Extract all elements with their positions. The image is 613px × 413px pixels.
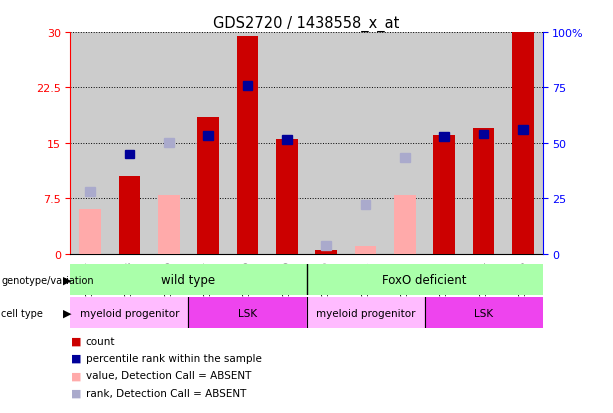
- Bar: [512, 33, 534, 254]
- Bar: [464, 33, 503, 254]
- Text: ▶: ▶: [63, 308, 72, 318]
- Bar: [85, 188, 95, 197]
- Bar: [228, 33, 267, 254]
- Bar: [237, 37, 258, 254]
- Bar: [243, 82, 253, 90]
- Bar: [70, 297, 189, 328]
- Title: GDS2720 / 1438558_x_at: GDS2720 / 1438558_x_at: [213, 16, 400, 32]
- Bar: [110, 33, 149, 254]
- Text: FoxO deficient: FoxO deficient: [383, 273, 466, 286]
- Text: ■: ■: [70, 370, 81, 380]
- Bar: [394, 195, 416, 254]
- Bar: [479, 130, 489, 139]
- Bar: [276, 140, 298, 254]
- Text: value, Detection Call = ABSENT: value, Detection Call = ABSENT: [86, 370, 251, 380]
- Text: genotype/variation: genotype/variation: [1, 275, 94, 285]
- Bar: [315, 250, 337, 254]
- Bar: [267, 33, 306, 254]
- Text: percentile rank within the sample: percentile rank within the sample: [86, 353, 262, 363]
- Bar: [70, 33, 110, 254]
- Bar: [149, 33, 189, 254]
- Text: cell type: cell type: [1, 308, 43, 318]
- Bar: [124, 150, 134, 159]
- Text: rank, Detection Call = ABSENT: rank, Detection Call = ABSENT: [86, 388, 246, 398]
- Bar: [400, 154, 409, 162]
- Bar: [360, 201, 370, 210]
- Bar: [189, 33, 228, 254]
- Bar: [79, 210, 101, 254]
- Text: wild type: wild type: [161, 273, 216, 286]
- Bar: [321, 242, 331, 251]
- Bar: [204, 131, 213, 140]
- Text: ▶: ▶: [63, 275, 72, 285]
- Bar: [346, 33, 385, 254]
- Bar: [503, 33, 543, 254]
- Bar: [189, 297, 306, 328]
- Text: ■: ■: [70, 388, 81, 398]
- Bar: [433, 136, 455, 254]
- Bar: [424, 33, 464, 254]
- Bar: [440, 133, 449, 141]
- Text: myeloid progenitor: myeloid progenitor: [80, 308, 179, 318]
- Bar: [355, 247, 376, 254]
- Bar: [158, 195, 180, 254]
- Bar: [385, 33, 424, 254]
- Text: ■: ■: [70, 336, 81, 346]
- Bar: [119, 177, 140, 254]
- Bar: [282, 136, 292, 145]
- Bar: [424, 297, 543, 328]
- Text: ■: ■: [70, 353, 81, 363]
- Bar: [518, 126, 528, 135]
- Text: count: count: [86, 336, 115, 346]
- Bar: [164, 139, 173, 148]
- Text: LSK: LSK: [474, 308, 493, 318]
- Bar: [306, 33, 346, 254]
- Bar: [197, 118, 219, 254]
- Text: myeloid progenitor: myeloid progenitor: [316, 308, 415, 318]
- Bar: [306, 297, 424, 328]
- Bar: [473, 129, 494, 254]
- Text: LSK: LSK: [238, 308, 257, 318]
